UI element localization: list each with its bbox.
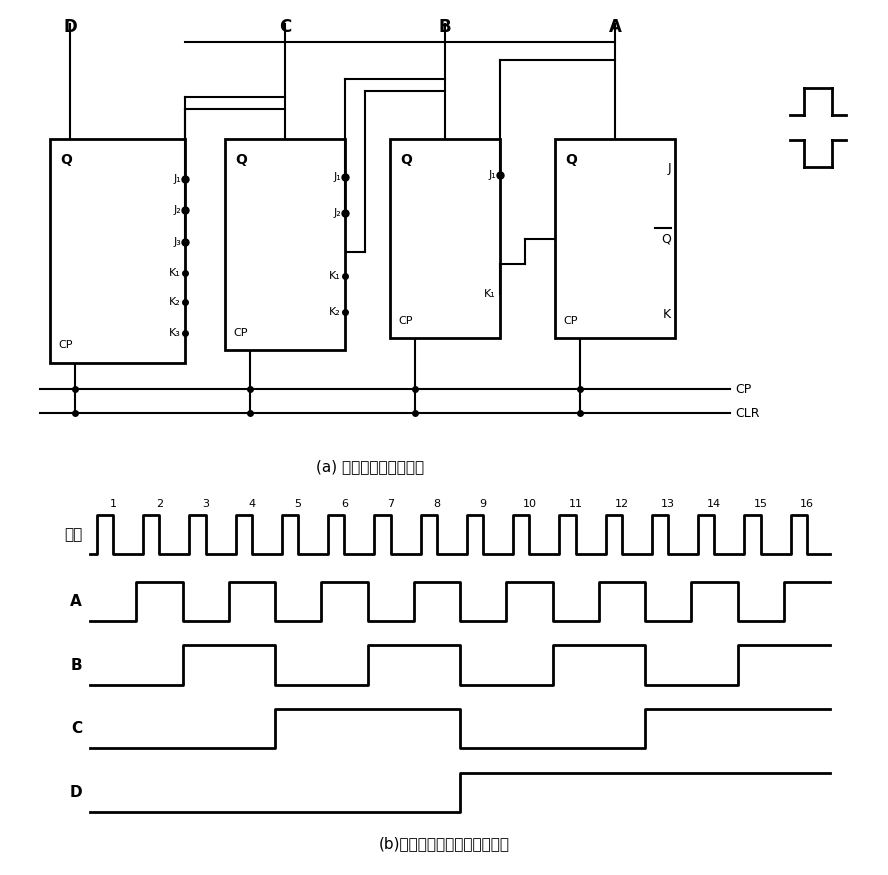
Text: CP: CP [398, 316, 413, 326]
Text: J₂: J₂ [333, 208, 341, 218]
Text: K₁: K₁ [170, 268, 181, 278]
Text: CP: CP [563, 316, 577, 326]
Text: 9: 9 [480, 499, 487, 508]
Text: Q: Q [565, 153, 577, 167]
Text: CLR: CLR [735, 407, 759, 420]
Text: 13: 13 [662, 499, 675, 508]
Text: 8: 8 [433, 499, 440, 508]
Text: J₂: J₂ [173, 206, 181, 215]
Text: (a) 同步计数器电路结构: (a) 同步计数器电路结构 [316, 458, 424, 473]
Text: K: K [662, 308, 671, 321]
Text: 16: 16 [800, 499, 814, 508]
Text: 7: 7 [387, 499, 394, 508]
Text: K₁: K₁ [484, 290, 496, 299]
Text: J₁: J₁ [173, 174, 181, 185]
Text: D: D [69, 785, 82, 800]
Text: K₃: K₃ [169, 328, 181, 339]
Text: J₁: J₁ [333, 172, 341, 182]
Text: 11: 11 [568, 499, 583, 508]
Text: J: J [668, 163, 671, 175]
Text: B: B [439, 18, 451, 36]
Text: C: C [279, 18, 291, 36]
Text: 10: 10 [522, 499, 536, 508]
Text: (b)同步计数器信号波形时序图: (b)同步计数器信号波形时序图 [378, 836, 510, 851]
Text: B: B [70, 657, 82, 673]
Text: K₂: K₂ [329, 307, 341, 318]
Text: CP: CP [735, 382, 751, 396]
Text: 1: 1 [109, 499, 116, 508]
Text: Q: Q [60, 153, 72, 167]
Text: K₁: K₁ [329, 271, 341, 282]
Text: K₂: K₂ [170, 298, 181, 307]
Text: 4: 4 [249, 499, 256, 508]
Text: CP: CP [58, 340, 73, 350]
Bar [390, 139, 500, 339]
Text: C: C [71, 721, 82, 737]
Text: 6: 6 [341, 499, 348, 508]
Text: J₁: J₁ [488, 170, 496, 180]
Text: 5: 5 [295, 499, 302, 508]
Text: Q: Q [235, 153, 247, 167]
Text: 14: 14 [708, 499, 721, 508]
Text: 输入: 输入 [64, 527, 82, 542]
Text: J₃: J₃ [173, 237, 181, 247]
Text: 12: 12 [614, 499, 629, 508]
Text: 3: 3 [202, 499, 210, 508]
Bar [50, 139, 185, 362]
Text: 2: 2 [155, 499, 163, 508]
Text: 15: 15 [754, 499, 767, 508]
Bar [225, 139, 345, 350]
Text: Q: Q [662, 232, 671, 245]
Bar [555, 139, 675, 339]
Text: D: D [63, 18, 77, 36]
Text: Q: Q [400, 153, 412, 167]
Text: A: A [70, 593, 82, 609]
Text: A: A [608, 18, 622, 36]
Text: CP: CP [233, 328, 248, 339]
